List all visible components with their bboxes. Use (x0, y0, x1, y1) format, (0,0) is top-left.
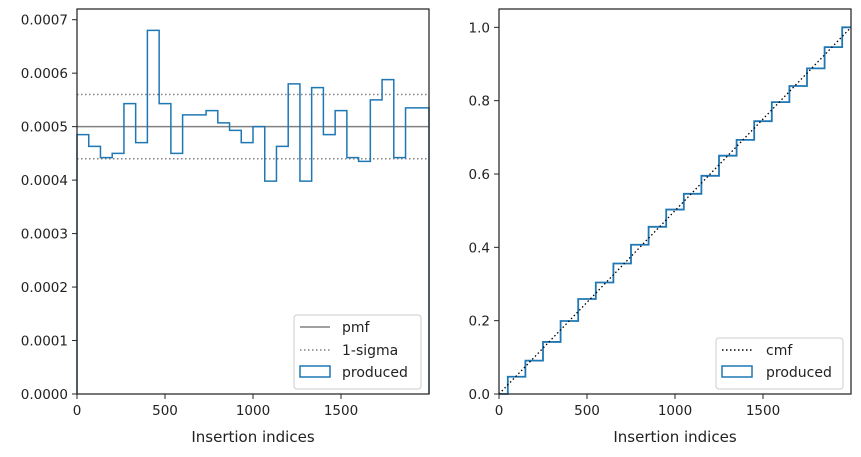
legend-label-1-sigma: 1-sigma (342, 343, 398, 359)
cmf-marks (498, 26, 852, 395)
legend-label-produced-cmf: produced (766, 365, 832, 381)
right-frame-rect (498, 8, 852, 395)
left-ticks: 0 500 1000 1500 0.0000 0.0001 0.0002 0.0003 0.00… (21, 13, 358, 419)
left-xtick-label: 500 (152, 403, 178, 419)
right-ytick-label: 0.6 (469, 167, 490, 183)
left-ytick-label: 0.0006 (21, 66, 68, 82)
right-legend: cmf produced (715, 337, 844, 390)
right-ytick-label: 1.0 (469, 20, 490, 36)
histogram-bin (241, 143, 253, 394)
right-subplot: 0 500 1000 1500 0.0 0.2 0.4 0.6 0.8 1.0 Insertion… (469, 8, 852, 446)
histogram-bin (136, 143, 148, 394)
right-ytick-label: 0.2 (469, 314, 490, 330)
right-ytick-label: 0.8 (469, 94, 490, 110)
legend-swatch-produced (299, 365, 331, 378)
legend-swatch-produced-cmf (721, 365, 753, 378)
histogram-bin (147, 30, 159, 394)
left-xtick-label: 1000 (236, 403, 270, 419)
left-xtick-label: 1500 (324, 403, 358, 419)
legend-label-pmf: pmf (342, 320, 371, 336)
histogram-bin (265, 181, 277, 394)
right-ticks: 0 500 1000 1500 0.0 0.2 0.4 0.6 0.8 1.0 (469, 20, 781, 419)
right-xtick-label: 1500 (746, 403, 780, 419)
histogram-bin (276, 146, 288, 394)
right-ytick-label: 0.0 (469, 387, 490, 403)
right-axes-frame (498, 8, 852, 395)
histogram-bin (100, 158, 112, 394)
right-xtick-label: 1000 (658, 403, 692, 419)
legend-label-produced: produced (342, 365, 408, 381)
histogram-bin (159, 104, 171, 394)
left-xtick-label: 0 (73, 403, 82, 419)
left-ytick-label: 0.0002 (21, 280, 68, 296)
histogram-bin (218, 123, 230, 394)
histogram-bin (77, 135, 89, 394)
produced-cmf-line (499, 26, 851, 395)
left-legend-box (293, 314, 422, 390)
left-ytick-label: 0.0007 (21, 13, 68, 29)
right-xtick-label: 500 (574, 403, 600, 419)
histogram-bin (171, 153, 183, 394)
histogram-bin (253, 127, 265, 394)
right-x-axis-label: Insertion indices (613, 428, 736, 446)
left-ytick-label: 0.0004 (21, 173, 68, 189)
histogram-bin (112, 153, 124, 394)
produced-histogram-outline (76, 29, 430, 394)
legend-label-cmf: cmf (766, 343, 793, 359)
histogram-bin (206, 111, 218, 394)
left-ytick-label: 0.0000 (21, 387, 68, 403)
right-ytick-label: 0.4 (469, 240, 490, 256)
histogram-bin (194, 115, 206, 394)
histogram-bin (89, 146, 101, 394)
left-ytick-label: 0.0001 (21, 334, 68, 350)
histogram-bin (183, 115, 195, 394)
cmf-line (498, 26, 852, 395)
histogram-marks (76, 29, 430, 394)
left-ytick-label: 0.0005 (21, 120, 68, 136)
right-xtick-label: 0 (495, 403, 504, 419)
left-legend: pmf 1-sigma produced (293, 314, 422, 390)
histogram-bin (230, 130, 242, 394)
left-x-axis-label: Insertion indices (191, 428, 314, 446)
left-ytick-label: 0.0003 (21, 227, 68, 243)
left-subplot: 0 500 1000 1500 0.0000 0.0001 0.0002 0.0003 0.00… (21, 8, 430, 446)
histogram-bin (124, 104, 136, 394)
